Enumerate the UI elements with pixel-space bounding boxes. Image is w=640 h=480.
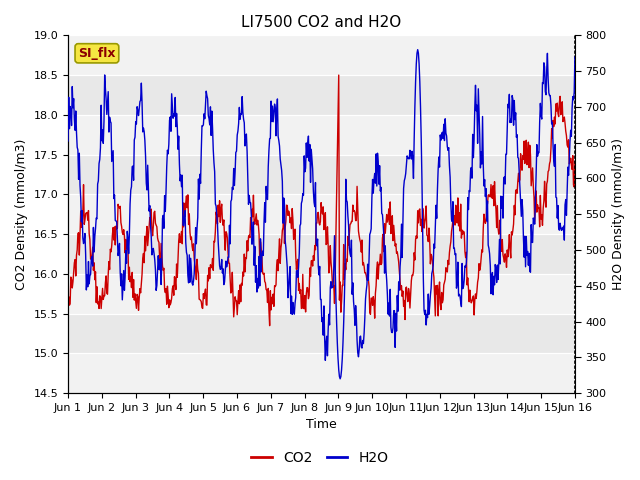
Bar: [68, 274, 575, 313]
X-axis label: Time: Time: [306, 419, 337, 432]
Bar: [68, 313, 575, 353]
Bar: [68, 155, 575, 194]
Text: SI_flx: SI_flx: [78, 47, 116, 60]
Y-axis label: H2O Density (mmol/m3): H2O Density (mmol/m3): [612, 138, 625, 290]
Bar: [68, 353, 575, 393]
Legend: CO2, H2O: CO2, H2O: [246, 445, 394, 471]
Title: LI7500 CO2 and H2O: LI7500 CO2 and H2O: [241, 15, 401, 30]
Bar: [68, 75, 575, 115]
Bar: [68, 36, 575, 75]
Y-axis label: CO2 Density (mmol/m3): CO2 Density (mmol/m3): [15, 139, 28, 290]
Bar: [68, 194, 575, 234]
Bar: [68, 234, 575, 274]
Bar: [68, 115, 575, 155]
